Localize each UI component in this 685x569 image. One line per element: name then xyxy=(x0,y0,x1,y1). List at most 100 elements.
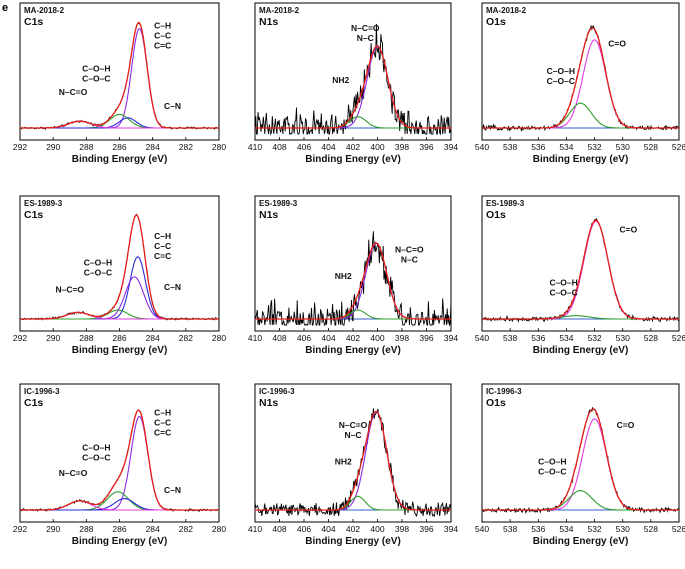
es-o1s-panel: 540 538 536 534 532 530 528 526 Binding Energy (… xyxy=(475,195,685,356)
ma-c1s-frame xyxy=(19,2,220,141)
ma-c1s-annotation: C–O–H xyxy=(82,64,110,74)
ic-o1s-element-label: O1s xyxy=(486,397,506,409)
es-c1s-raw-spectrum xyxy=(19,213,220,321)
ma-n1s-sample-label: MA-2018-2 xyxy=(259,6,300,15)
es-n1s-tick-label: 408 xyxy=(272,333,286,343)
ma-o1s-sample-label: MA-2018-2 xyxy=(486,6,527,15)
es-o1s-tick-label: 530 xyxy=(616,333,630,343)
es-c1s-x-axis-label: Binding Energy (eV) xyxy=(72,345,168,356)
ic-c1s-peak-c-o xyxy=(20,491,219,511)
ma-o1s-x-axis-label: Binding Energy (eV) xyxy=(533,154,629,165)
es-o1s-peak-c-eq-o xyxy=(482,220,679,320)
ma-o1s-annotation: C–O–H xyxy=(547,66,575,76)
ic-o1s-tick-label: 530 xyxy=(616,524,630,534)
ic-o1s-tick-label: 526 xyxy=(672,524,685,534)
ma-n1s-tick-label: 400 xyxy=(370,142,384,152)
ic-o1s-raw-spectrum xyxy=(481,406,680,515)
es-n1s-sample-label: ES-1989-3 xyxy=(259,199,298,208)
es-o1s-tick-label: 532 xyxy=(587,333,601,343)
es-o1s-fit-envelope xyxy=(482,219,679,320)
es-o1s-sample-label: ES-1989-3 xyxy=(486,199,525,208)
ma-n1s-tick-label: 398 xyxy=(395,142,409,152)
ic-c1s-peak-c-h xyxy=(20,415,219,511)
ma-o1s-tick-label: 526 xyxy=(672,142,685,152)
ma-c1s-tick-label: 286 xyxy=(112,142,126,152)
es-c1s-annotation: C–N xyxy=(164,282,181,292)
es-n1s-peak-n-c xyxy=(255,242,451,320)
panel-letter: e xyxy=(2,2,8,14)
ic-o1s-annotation: C–O–C xyxy=(538,466,566,476)
es-o1s-raw-spectrum xyxy=(481,217,680,323)
ma-c1s-tick-label: 284 xyxy=(146,142,160,152)
ma-c1s-annotation: C–C xyxy=(154,31,171,41)
es-c1s-tick-label: 284 xyxy=(146,333,160,343)
ma-n1s-tick-label: 396 xyxy=(419,142,433,152)
ma-o1s-raw-spectrum xyxy=(481,24,680,133)
es-o1s-tick-label: 528 xyxy=(644,333,658,343)
ma-n1s-tick-label: 408 xyxy=(272,142,286,152)
ic-n1s-tick-label: 398 xyxy=(395,524,409,534)
ic-c1s-sample-label: IC-1996-3 xyxy=(24,387,60,396)
ic-o1s-annotation: C=O xyxy=(617,420,635,430)
ma-o1s-tick-label: 528 xyxy=(644,142,658,152)
ic-c1s-x-axis-label: Binding Energy (eV) xyxy=(72,536,168,547)
ic-o1s-peak-c-eq-o xyxy=(482,418,679,511)
ic-o1s-tick-label: 528 xyxy=(644,524,658,534)
es-c1s-tick-label: 292 xyxy=(13,333,27,343)
ic-o1s-x-axis-label: Binding Energy (eV) xyxy=(533,536,629,547)
ic-c1s-peak-n-c-o xyxy=(20,500,219,511)
es-n1s-annotation: N–C xyxy=(401,254,418,264)
ma-c1s-tick-label: 280 xyxy=(212,142,226,152)
ma-o1s-tick-label: 536 xyxy=(531,142,545,152)
ic-c1s-annotation: C–O–C xyxy=(82,453,110,463)
ma-o1s-tick-label: 538 xyxy=(503,142,517,152)
ic-o1s-tick-label: 538 xyxy=(503,524,517,534)
es-o1s-tick-label: 536 xyxy=(531,333,545,343)
ma-c1s-annotation: N–C=O xyxy=(59,87,88,97)
es-c1s-fit-envelope xyxy=(20,214,219,320)
ic-o1s-tick-label: 540 xyxy=(475,524,489,534)
ic-n1s-fit-envelope xyxy=(255,410,451,511)
es-c1s-annotation: C–C xyxy=(154,241,171,251)
ma-o1s-panel: 540 538 536 534 532 530 528 526 Binding Energy (… xyxy=(475,2,685,165)
es-c1s-annotation: C–O–C xyxy=(84,268,112,278)
es-c1s-tick-label: 288 xyxy=(79,333,93,343)
ic-o1s-peak-c-o-h xyxy=(482,490,679,511)
es-n1s-tick-label: 400 xyxy=(370,333,384,343)
ic-o1s-tick-label: 534 xyxy=(559,524,573,534)
ic-n1s-tick-label: 408 xyxy=(272,524,286,534)
ic-n1s-panel: 410 408 406 404 402 400 398 396 394 Binding Energ… xyxy=(248,383,458,547)
ma-n1s-x-axis-label: Binding Energy (eV) xyxy=(305,154,401,165)
ma-o1s-peak-c-o-h xyxy=(482,102,679,129)
ma-c1s-sample-label: MA-2018-2 xyxy=(24,6,65,15)
ma-n1s-raw-spectrum xyxy=(254,23,452,136)
ic-c1s-fit-envelope xyxy=(20,409,219,511)
ic-n1s-tick-label: 410 xyxy=(248,524,262,534)
ma-c1s-fit-envelope xyxy=(20,21,219,129)
es-c1s-tick-label: 282 xyxy=(179,333,193,343)
es-o1s-annotation: C–O–H xyxy=(549,278,577,288)
es-c1s-tick-label: 286 xyxy=(112,333,126,343)
ic-c1s-annotation: C=C xyxy=(154,427,171,437)
ic-c1s-tick-label: 282 xyxy=(179,524,193,534)
ic-o1s-panel: 540 538 536 534 532 530 528 526 Binding Energy (… xyxy=(475,383,685,547)
ic-c1s-annotation: C–O–H xyxy=(82,443,110,453)
ic-n1s-tick-label: 396 xyxy=(419,524,433,534)
es-n1s-panel: 410 408 406 404 402 400 398 396 394 Binding Energ… xyxy=(248,195,458,356)
ma-o1s-tick-label: 534 xyxy=(559,142,573,152)
ic-c1s-annotation: C–C xyxy=(154,417,171,427)
es-o1s-tick-label: 540 xyxy=(475,333,489,343)
ma-c1s-x-axis-label: Binding Energy (eV) xyxy=(72,154,168,165)
ma-c1s-peak-c-n xyxy=(20,117,219,129)
ic-n1s-tick-label: 400 xyxy=(370,524,384,534)
es-c1s-element-label: C1s xyxy=(24,209,43,221)
ma-n1s-panel: 410 408 406 404 402 400 398 396 394 Binding Energ… xyxy=(248,2,458,165)
es-o1s-x-axis-label: Binding Energy (eV) xyxy=(533,345,629,356)
ma-n1s-tick-label: 404 xyxy=(321,142,335,152)
ma-o1s-tick-label: 530 xyxy=(616,142,630,152)
ic-n1s-annotation: N–C=O xyxy=(339,420,368,430)
ma-c1s-tick-label: 282 xyxy=(179,142,193,152)
ic-c1s-tick-label: 290 xyxy=(46,524,60,534)
ic-c1s-panel: 292 290 288 286 284 282 280 Binding Energy (eV)… xyxy=(13,383,226,547)
ic-n1s-annotation: NH2 xyxy=(335,456,352,466)
